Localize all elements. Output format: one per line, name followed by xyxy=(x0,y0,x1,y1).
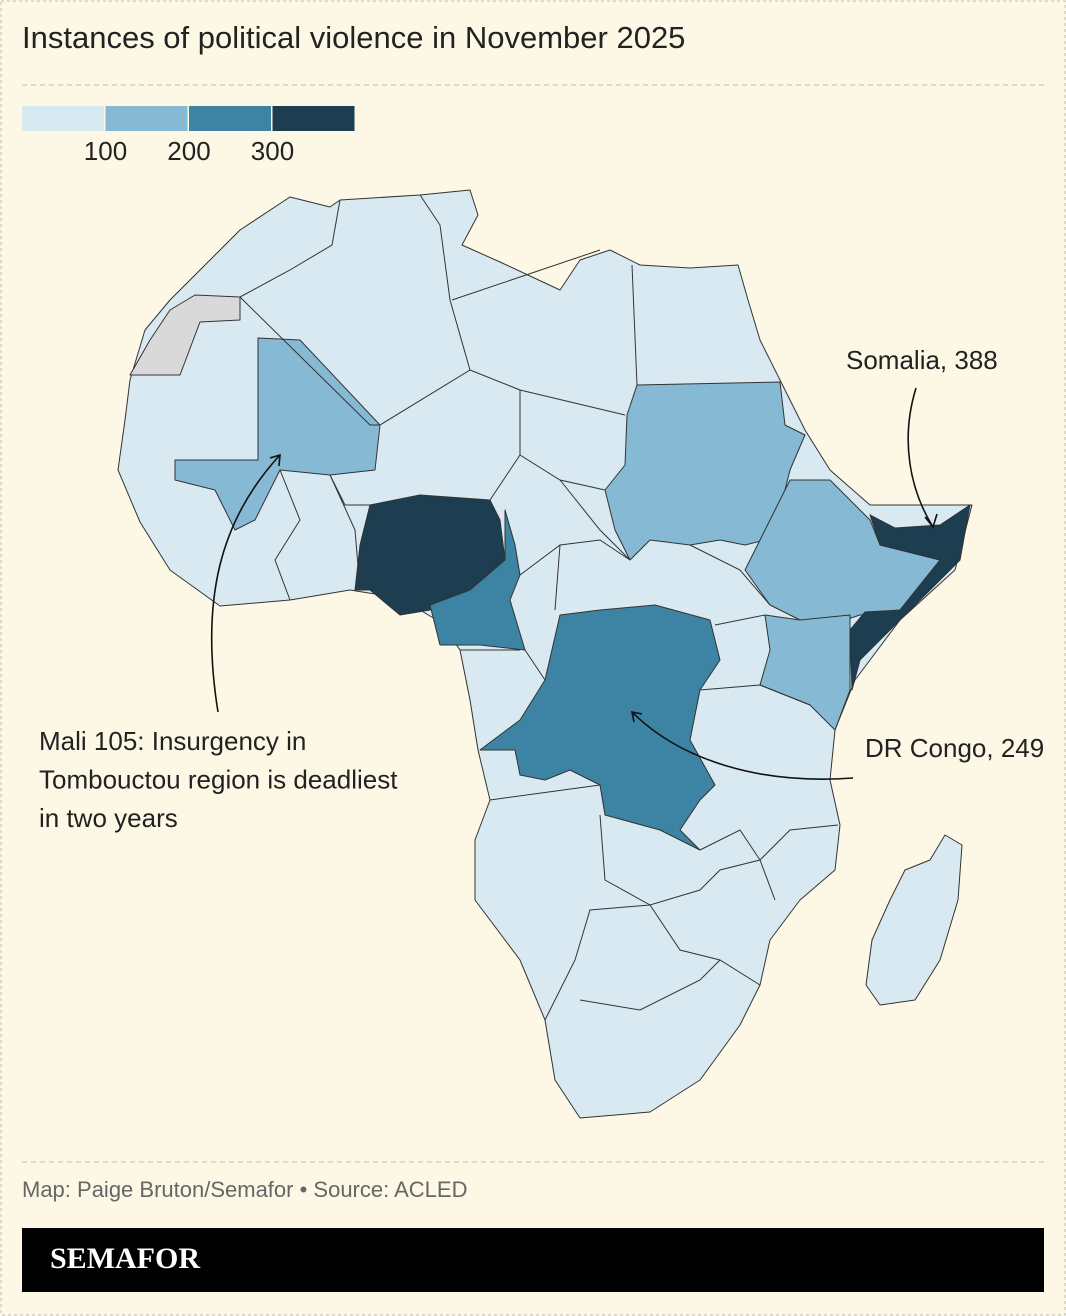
legend-swatch xyxy=(105,106,188,131)
annotation: Mali 105: Insurgency in Tombouctou region… xyxy=(39,726,398,833)
annotation: Somalia, 388 xyxy=(846,345,998,375)
legend-swatch xyxy=(272,106,355,131)
legend-swatch xyxy=(189,106,271,131)
sudan xyxy=(604,381,806,561)
legend-tick-label: 200 xyxy=(167,136,210,166)
brand: SEMAFOR xyxy=(50,1242,200,1275)
annotation-line: Mali 105: Insurgency in xyxy=(39,726,306,756)
annotation-arrows xyxy=(210,387,938,780)
arrow-somalia xyxy=(907,387,938,529)
arrow-drc xyxy=(630,710,854,780)
somalia xyxy=(849,504,971,691)
madagascar xyxy=(865,834,963,1006)
credit: Map: Paige Bruton/Semafor • Source: ACLE… xyxy=(22,1177,467,1202)
legend: 100 200 300 xyxy=(22,106,355,166)
legend-swatch xyxy=(22,106,104,131)
dr-congo xyxy=(479,604,721,851)
kenya xyxy=(759,614,851,731)
africa-map xyxy=(117,189,973,1119)
legend-tick-label: 300 xyxy=(251,136,294,166)
cameroon xyxy=(429,509,526,651)
brand-bar xyxy=(22,1228,1044,1292)
western-sahara xyxy=(129,294,241,376)
title: Instances of political violence in Novem… xyxy=(22,20,685,55)
annotation: DR Congo, 249 xyxy=(865,733,1044,763)
legend-tick-label: 100 xyxy=(84,136,127,166)
arrow-mali xyxy=(210,453,281,713)
country-borders xyxy=(239,194,839,1021)
annotation-line: in two years xyxy=(39,803,178,833)
annotation-line: Tombouctou region is deadliest xyxy=(39,764,398,794)
